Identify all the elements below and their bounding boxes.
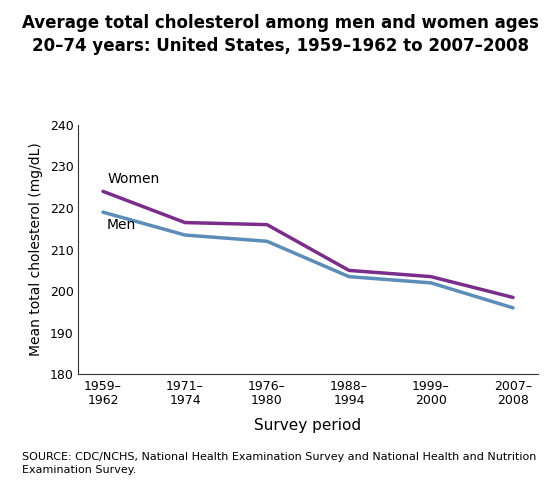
- Y-axis label: Mean total cholesterol (mg/dL): Mean total cholesterol (mg/dL): [29, 143, 43, 357]
- Text: Average total cholesterol among men and women ages
20–74 years: United States, 1: Average total cholesterol among men and …: [22, 14, 538, 55]
- X-axis label: Survey period: Survey period: [254, 418, 362, 433]
- Text: Women: Women: [107, 172, 160, 186]
- Text: Men: Men: [107, 218, 136, 232]
- Text: SOURCE: CDC/NCHS, National Health Examination Survey and National Health and Nut: SOURCE: CDC/NCHS, National Health Examin…: [22, 452, 537, 475]
